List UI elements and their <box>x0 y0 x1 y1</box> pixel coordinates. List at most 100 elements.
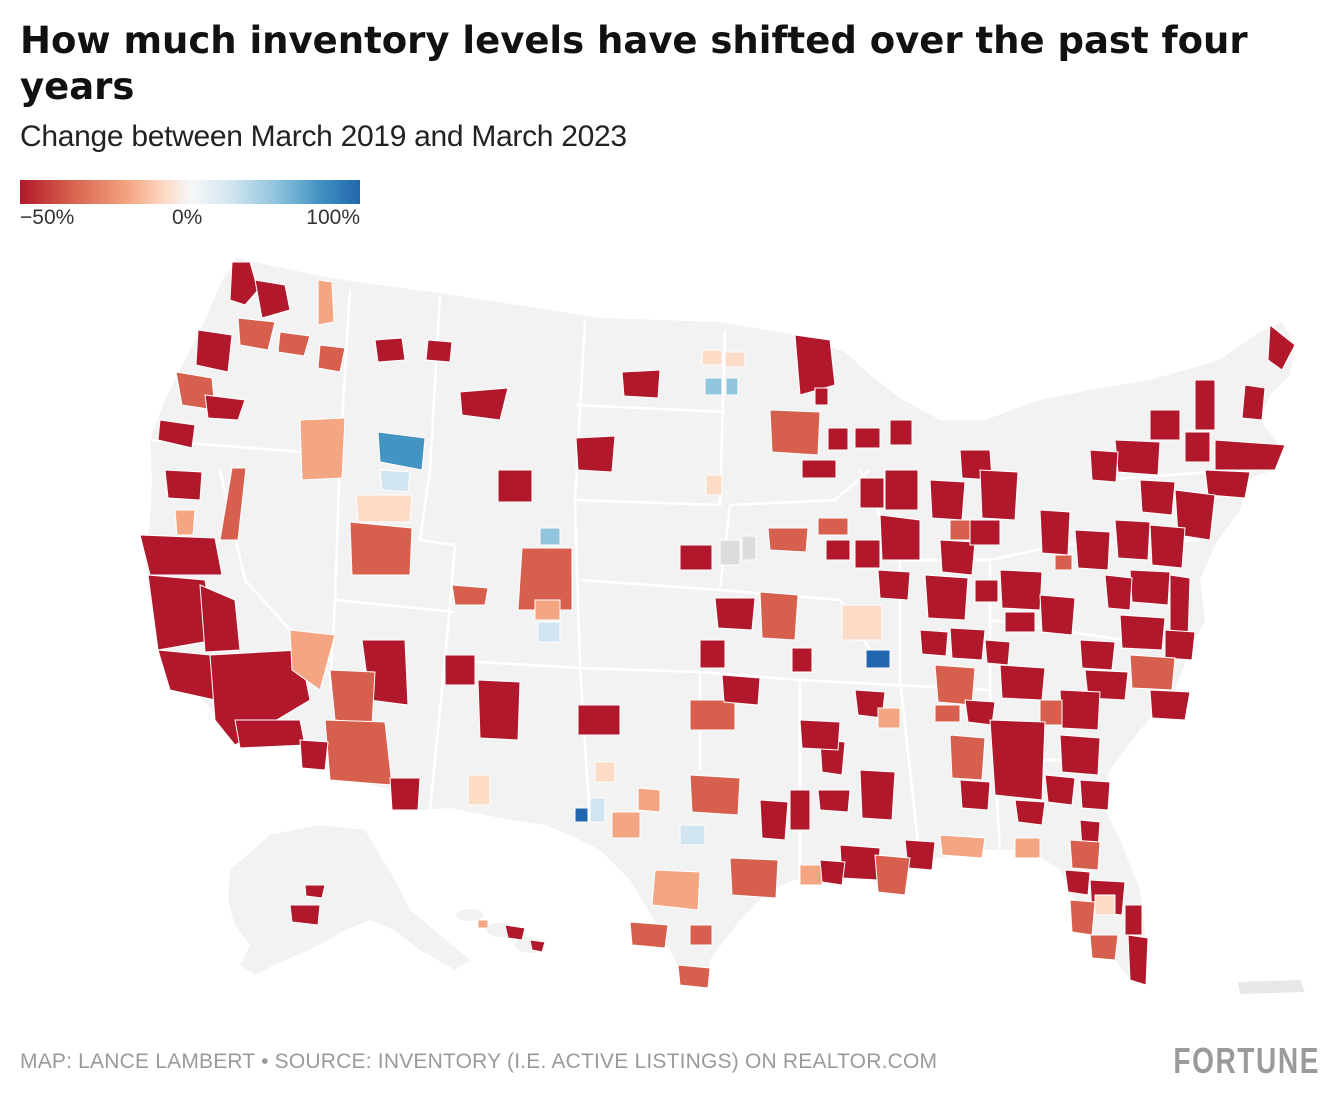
metro-syracuse <box>1114 439 1161 476</box>
metro-asheville <box>1039 699 1063 726</box>
metro-yuma <box>299 739 329 771</box>
metro-phoenix <box>324 719 393 786</box>
metro-portland <box>195 329 233 373</box>
metro-fort-wayne <box>969 519 1001 546</box>
metro-cincinnati <box>1004 611 1036 633</box>
metro-ar-little-rock <box>799 719 841 751</box>
metro-montana-2 <box>425 339 453 363</box>
metro-san-antonio <box>629 921 669 949</box>
metro-toledo <box>939 539 976 576</box>
metro-boise <box>299 417 346 481</box>
metro-dayton <box>974 579 999 603</box>
metro-columbus <box>999 569 1043 611</box>
metro-minneapolis <box>769 409 821 456</box>
metro-duluth <box>794 334 836 396</box>
metro-honolulu <box>477 919 489 929</box>
metro-houston <box>729 857 779 899</box>
metro-va-small <box>1054 554 1073 571</box>
metro-montgomery <box>959 779 991 811</box>
metro-pueblo <box>537 621 561 643</box>
metro-abilene <box>611 811 641 839</box>
metro-mobile <box>904 839 936 871</box>
metro-boston <box>1214 439 1286 471</box>
metro-la-crosse <box>827 427 849 451</box>
metro-hartford <box>1204 469 1251 499</box>
metro-monroe <box>817 789 851 813</box>
metro-flagstaff <box>329 669 376 726</box>
metro-nd-east-3 <box>704 377 723 396</box>
metro-bangor <box>1267 324 1296 371</box>
metro-bend <box>204 394 246 421</box>
metro-burlington <box>1194 379 1216 431</box>
metro-albany <box>1184 431 1211 463</box>
metro-portland-me <box>1241 384 1266 421</box>
metro-macon <box>1014 799 1046 826</box>
metro-kansas-city <box>759 591 799 641</box>
metro-ne-grey-2 <box>741 535 757 561</box>
metro-chicago <box>879 514 921 561</box>
metro-grand-junction <box>451 584 489 606</box>
metro-beaumont <box>799 864 823 886</box>
metro-wv <box>1039 594 1076 636</box>
legend-gradient-bar <box>20 180 360 204</box>
metro-jacksonville <box>1069 839 1101 871</box>
metro-sacramento <box>139 534 223 576</box>
metro-lexington <box>984 639 1011 666</box>
metro-port-st-lucie <box>1124 904 1143 936</box>
alaska-base <box>228 825 470 975</box>
metro-pensacola <box>939 834 986 859</box>
metro-charlotte <box>1059 689 1101 731</box>
metro-detroit <box>979 469 1019 521</box>
metro-buffalo <box>1089 449 1119 483</box>
metro-ar-fort-smith <box>721 674 761 706</box>
metro-ar-2 <box>789 789 811 831</box>
metro-grand-rapids <box>929 479 966 521</box>
metro-areas <box>139 261 1296 989</box>
metro-maui <box>504 924 526 941</box>
metro-knoxville <box>999 664 1046 701</box>
metro-cedar-rapids <box>825 539 851 561</box>
metro-redding <box>174 509 196 536</box>
metro-montana-1 <box>374 337 406 363</box>
metro-yakima <box>237 317 276 351</box>
metro-logan <box>355 494 413 523</box>
metro-tx-central <box>637 787 661 813</box>
metro-jackson-tn <box>877 707 901 729</box>
metro-nd-east-4 <box>725 377 739 396</box>
metro-cleveland <box>1039 509 1071 556</box>
metro-augusta <box>1044 774 1076 806</box>
metro-richmond <box>1119 614 1166 651</box>
metro-gainesville <box>1064 869 1091 896</box>
metro-casper <box>497 469 533 503</box>
metro-odessa <box>589 797 606 823</box>
map-subtitle: Change between March 2019 and March 2023 <box>20 120 627 153</box>
metro-columbia-mo <box>841 604 883 641</box>
metro-indianapolis <box>924 574 969 621</box>
metro-mn-north <box>814 387 829 406</box>
metro-wichita <box>714 597 756 631</box>
metro-anchorage <box>289 904 321 926</box>
metro-tri-cities <box>277 331 311 357</box>
metro-evansville <box>919 629 949 657</box>
metro-dallas <box>689 774 741 816</box>
metro-lafayette <box>819 859 846 886</box>
metro-huntsville <box>934 704 961 723</box>
metro-charleston <box>1079 779 1111 811</box>
metro-nashville <box>934 664 976 706</box>
metro-medford <box>157 419 196 449</box>
fortune-logo: FORTUNE <box>1173 1040 1320 1081</box>
metro-pittsburgh <box>1074 529 1111 571</box>
metro-tucson <box>389 777 421 811</box>
metro-raleigh <box>1129 654 1176 691</box>
metro-ms-1 <box>859 769 896 821</box>
metro-reno <box>164 469 203 501</box>
metro-fresno <box>199 584 241 653</box>
metro-tx-west-1 <box>594 761 616 783</box>
metro-fairbanks <box>304 884 326 899</box>
metro-oklahoma-panhandle <box>577 704 621 736</box>
metro-atlanta <box>989 719 1046 801</box>
metro-roanoke <box>1079 639 1116 671</box>
legend-tick-max: 100% <box>306 206 360 229</box>
metro-wa-central <box>254 279 291 319</box>
metro-rapid-city <box>575 435 616 473</box>
